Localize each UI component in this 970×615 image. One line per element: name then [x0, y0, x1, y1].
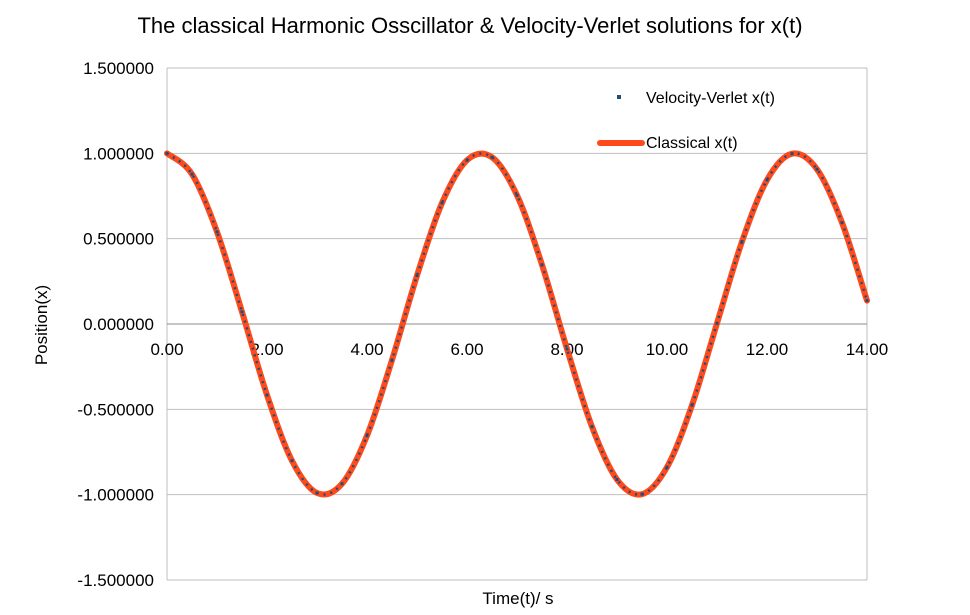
data-point-velocity-verlet — [765, 178, 769, 182]
data-point-velocity-verlet — [790, 152, 794, 156]
axes — [166, 68, 868, 580]
y-tick-label: -1.000000 — [77, 486, 154, 505]
data-point-velocity-verlet — [390, 358, 394, 362]
y-tick-label: -0.500000 — [77, 400, 154, 419]
x-tick-label: 14.00 — [846, 340, 889, 359]
data-point-velocity-verlet — [465, 158, 469, 162]
y-tick-label: 1.500000 — [83, 59, 154, 78]
x-tick-label: 2.00 — [250, 340, 283, 359]
data-point-velocity-verlet — [190, 172, 194, 176]
y-tick-label: 0.500000 — [83, 230, 154, 249]
data-point-velocity-verlet — [315, 491, 319, 495]
x-tick-label: 6.00 — [450, 340, 483, 359]
data-point-velocity-verlet — [840, 221, 844, 225]
x-tick-labels: 0.00 2.00 4.00 6.00 8.00 10.00 12.00 14.00 — [150, 340, 888, 359]
data-point-velocity-verlet — [440, 201, 444, 205]
data-point-velocity-verlet — [740, 240, 744, 244]
data-point-velocity-verlet — [640, 492, 644, 496]
data-point-velocity-verlet — [240, 310, 244, 314]
y-tick-label: 0.000000 — [83, 315, 154, 334]
legend: Velocity-Verlet x(t) Classical x(t) — [597, 90, 775, 152]
data-point-velocity-verlet — [340, 482, 344, 486]
y-tick-label: -1.500000 — [77, 571, 154, 590]
data-point-velocity-verlet — [215, 230, 219, 234]
x-tick-label: 0.00 — [150, 340, 183, 359]
y-tick-label: 1.000000 — [83, 144, 154, 163]
data-point-velocity-verlet — [265, 393, 269, 397]
series-classical — [164, 150, 870, 498]
data-point-velocity-verlet — [665, 465, 669, 469]
legend-label-velocity-verlet: Velocity-Verlet x(t) — [646, 90, 775, 107]
x-axis-label: Time(t)/ s — [482, 589, 553, 608]
x-tick-label: 10.00 — [646, 340, 689, 359]
data-point-velocity-verlet — [415, 274, 419, 278]
legend-marker-velocity-verlet — [617, 95, 621, 99]
data-point-velocity-verlet — [690, 403, 694, 407]
series-velocity-verlet — [165, 151, 869, 496]
data-point-velocity-verlet — [865, 299, 869, 303]
x-tick-label: 4.00 — [350, 340, 383, 359]
chart-title: The classical Harmonic Osscillator & Vel… — [137, 13, 802, 38]
data-point-velocity-verlet — [290, 459, 294, 463]
data-point-velocity-verlet — [490, 155, 494, 159]
y-axis-label: Position(x) — [32, 285, 51, 365]
data-point-velocity-verlet — [515, 193, 519, 197]
legend-label-classical: Classical x(t) — [646, 135, 738, 152]
data-point-velocity-verlet — [540, 263, 544, 267]
data-point-velocity-verlet — [615, 477, 619, 481]
data-point-velocity-verlet — [565, 347, 569, 351]
y-tick-labels: 1.500000 1.000000 0.500000 0.000000 -0.50000… — [77, 59, 154, 590]
data-point-velocity-verlet — [365, 434, 369, 438]
data-point-velocity-verlet — [590, 425, 594, 429]
series-line-classical — [164, 150, 870, 498]
data-point-velocity-verlet — [815, 167, 819, 171]
data-point-velocity-verlet — [165, 151, 169, 155]
x-tick-label: 12.00 — [746, 340, 789, 359]
data-point-velocity-verlet — [715, 321, 719, 325]
